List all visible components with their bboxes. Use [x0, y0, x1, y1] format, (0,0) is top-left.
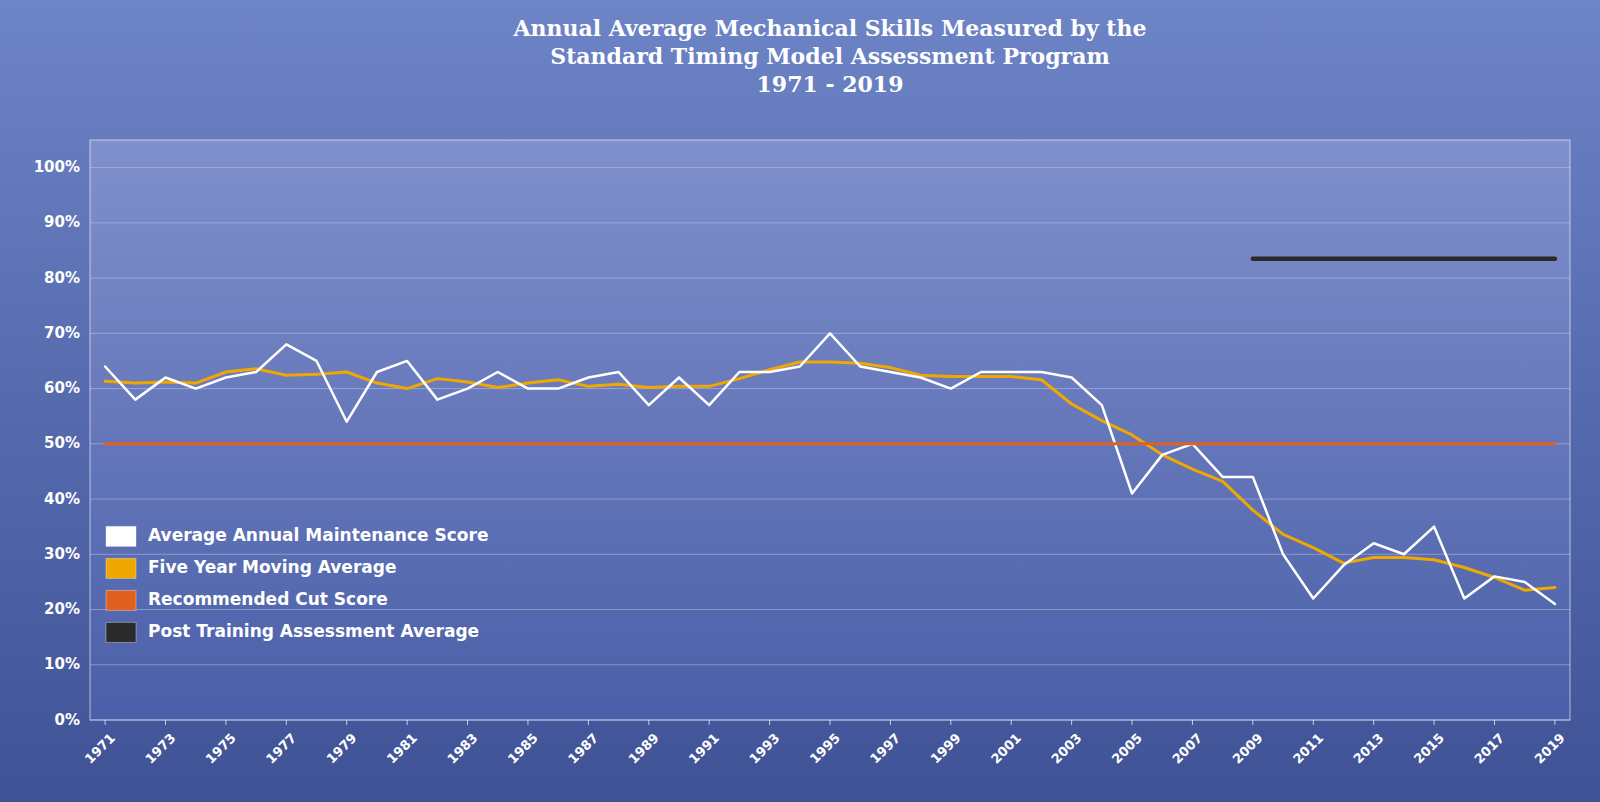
- x-tick: [225, 720, 226, 725]
- x-tick-label: 2001: [988, 730, 1024, 766]
- x-tick-label: 2017: [1471, 730, 1507, 766]
- x-tick: [1071, 720, 1072, 725]
- x-tick: [648, 720, 649, 725]
- y-tick-label: 0%: [55, 711, 80, 729]
- x-tick-label: 1973: [142, 730, 178, 766]
- legend-swatch: [106, 526, 136, 546]
- x-tick-label: 2003: [1048, 730, 1084, 766]
- y-tick-label: 10%: [44, 655, 80, 673]
- grid-line: [90, 499, 1570, 500]
- x-tick: [105, 720, 106, 725]
- x-tick-label: 1991: [686, 730, 722, 766]
- y-tick-label: 40%: [44, 490, 80, 508]
- legend-label: Post Training Assessment Average: [148, 621, 479, 641]
- x-tick: [1373, 720, 1374, 725]
- chart-title: Annual Average Mechanical Skills Measure…: [512, 15, 1146, 97]
- x-tick: [1192, 720, 1193, 725]
- title-line: 1971 - 2019: [757, 71, 904, 97]
- x-tick-label: 1999: [928, 730, 964, 766]
- y-tick-label: 90%: [44, 213, 80, 231]
- x-tick-label: 1977: [263, 730, 299, 766]
- x-tick: [950, 720, 951, 725]
- title-line: Annual Average Mechanical Skills Measure…: [512, 15, 1146, 41]
- y-tick-label: 20%: [44, 600, 80, 618]
- x-tick: [1494, 720, 1495, 725]
- x-tick: [830, 720, 831, 725]
- x-tick: [1313, 720, 1314, 725]
- x-tick: [1434, 720, 1435, 725]
- x-tick: [1132, 720, 1133, 725]
- x-tick-label: 1985: [505, 730, 541, 766]
- x-tick-label: 2005: [1109, 730, 1145, 766]
- data-lines: [105, 259, 1555, 604]
- x-tick: [527, 720, 528, 725]
- x-tick: [1011, 720, 1012, 725]
- series-line: [1253, 257, 1555, 262]
- x-tick-label: 1993: [746, 730, 782, 766]
- x-tick: [346, 720, 347, 725]
- x-tick-label: 1987: [565, 730, 601, 766]
- chart-svg: Annual Average Mechanical Skills Measure…: [0, 0, 1600, 802]
- legend-label: Average Annual Maintenance Score: [148, 525, 488, 545]
- x-tick-label: 2019: [1532, 730, 1568, 766]
- x-tick-label: 2015: [1411, 730, 1447, 766]
- series-line: [105, 333, 1555, 604]
- x-tick: [1252, 720, 1253, 725]
- y-tick-label: 70%: [44, 324, 80, 342]
- x-tick: [588, 720, 589, 725]
- x-tick: [769, 720, 770, 725]
- legend: Average Annual Maintenance Score Five Yea…: [106, 525, 488, 642]
- series-line: [105, 442, 1555, 445]
- grid-line: [90, 222, 1570, 223]
- legend-label: Recommended Cut Score: [148, 589, 388, 609]
- grid-line: [90, 554, 1570, 555]
- x-tick-label: 1989: [625, 730, 661, 766]
- grid-line: [90, 443, 1570, 444]
- grid-line: [90, 167, 1570, 168]
- legend-swatch: [106, 590, 136, 610]
- y-tick-label: 60%: [44, 379, 80, 397]
- x-tick-label: 1995: [807, 730, 843, 766]
- x-tick: [467, 720, 468, 725]
- grid-line: [90, 278, 1570, 279]
- x-tick-label: 1997: [867, 730, 903, 766]
- legend-swatch: [106, 558, 136, 578]
- y-tick-label: 100%: [34, 158, 80, 176]
- x-tick: [407, 720, 408, 725]
- plot-frame: [90, 140, 1570, 720]
- x-tick: [286, 720, 287, 725]
- grid-line: [90, 388, 1570, 389]
- chart-container: Annual Average Mechanical Skills Measure…: [0, 0, 1600, 802]
- legend-label: Five Year Moving Average: [148, 557, 396, 577]
- x-tick-label: 1981: [384, 730, 420, 766]
- x-tick-label: 2007: [1169, 730, 1205, 766]
- grid-line: [90, 664, 1570, 665]
- x-tick-label: 1983: [444, 730, 480, 766]
- plot-background: [90, 140, 1570, 720]
- x-tick-label: 2009: [1230, 730, 1266, 766]
- grid: [90, 168, 1570, 720]
- y-tick-label: 30%: [44, 545, 80, 563]
- x-tick-label: 1975: [203, 730, 239, 766]
- y-tick-label: 50%: [44, 434, 80, 452]
- x-tick-label: 2011: [1290, 730, 1326, 766]
- x-tick: [1554, 720, 1555, 725]
- x-tick-label: 2013: [1350, 730, 1386, 766]
- series-line: [105, 362, 1555, 590]
- y-tick-label: 80%: [44, 269, 80, 287]
- x-tick: [890, 720, 891, 725]
- title-line: Standard Timing Model Assessment Program: [550, 43, 1109, 69]
- x-tick: [165, 720, 166, 725]
- legend-swatch: [106, 622, 136, 642]
- x-tick: [709, 720, 710, 725]
- x-tick-label: 1979: [323, 730, 359, 766]
- x-tick-label: 1971: [82, 730, 118, 766]
